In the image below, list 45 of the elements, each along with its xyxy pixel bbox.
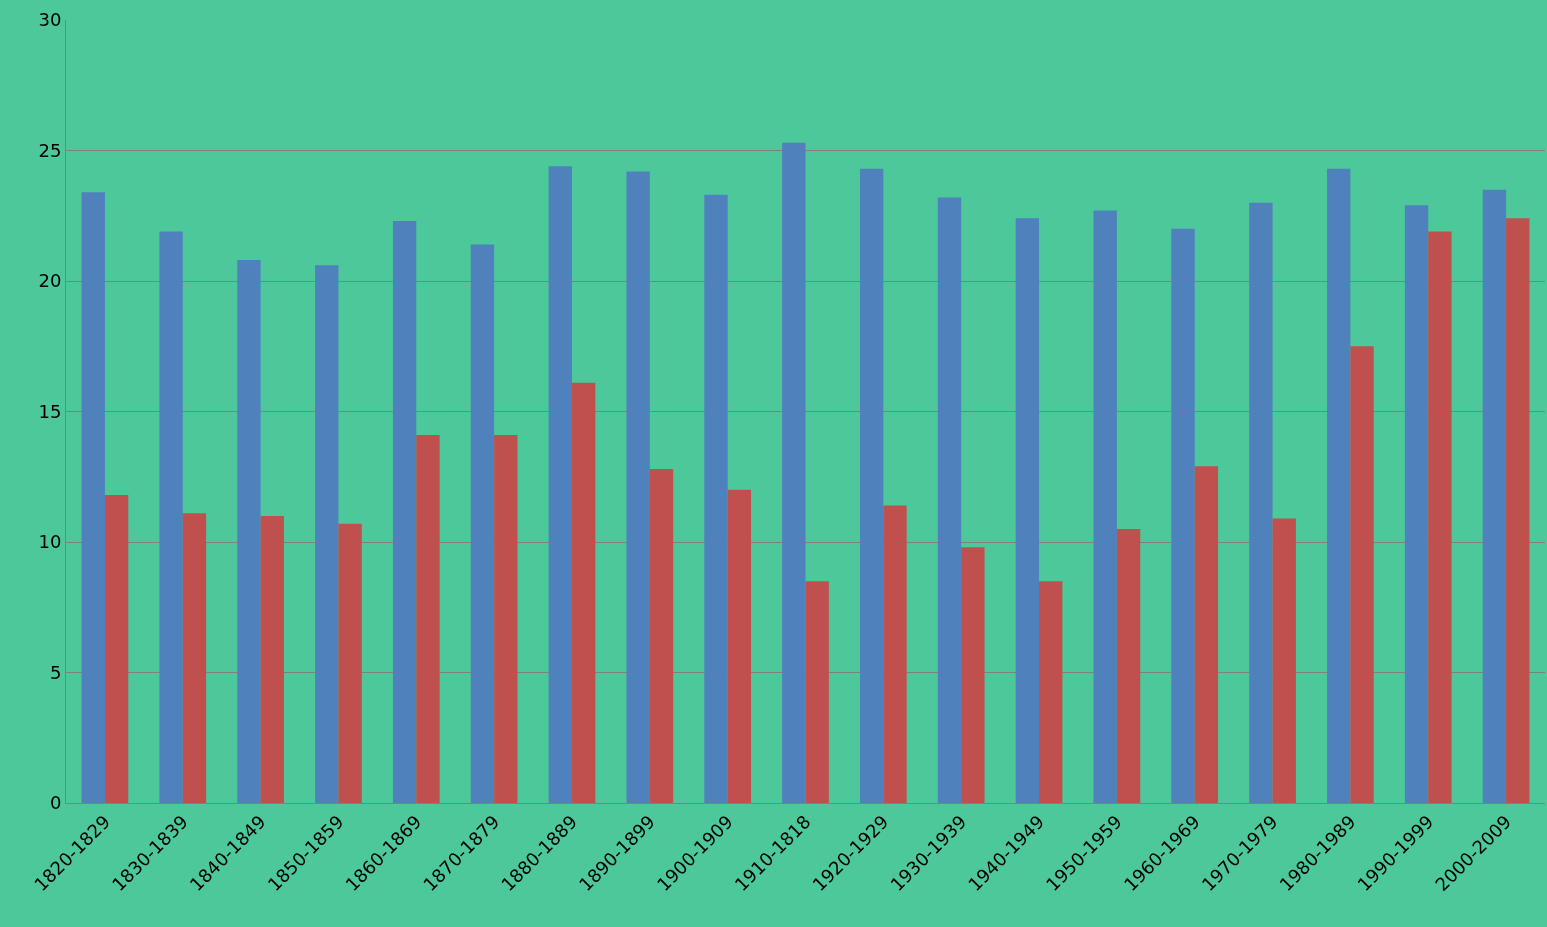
bar	[1350, 346, 1374, 803]
bar	[392, 220, 417, 803]
y-tick-label: 0	[49, 792, 62, 814]
bar	[1039, 581, 1063, 803]
bar	[961, 547, 985, 803]
bar	[315, 265, 339, 803]
bar	[1327, 168, 1351, 803]
bar	[1116, 528, 1141, 803]
bar	[237, 260, 261, 803]
bar	[81, 192, 105, 803]
bar	[937, 197, 962, 803]
bar	[159, 231, 183, 803]
bar	[805, 581, 829, 803]
bar	[727, 489, 752, 803]
y-tick-label: 15	[38, 400, 62, 422]
bar	[704, 194, 728, 803]
bar	[182, 513, 207, 803]
bar	[1249, 202, 1273, 803]
bar	[494, 434, 518, 803]
bar	[649, 468, 674, 803]
bar	[260, 515, 284, 803]
y-tick-label: 5	[49, 661, 62, 683]
bar	[104, 495, 129, 803]
bar	[1506, 218, 1530, 803]
bar	[1404, 205, 1429, 803]
bar	[626, 171, 650, 803]
y-tick-label: 25	[38, 139, 62, 161]
bar	[1171, 228, 1195, 803]
bar	[470, 244, 495, 803]
bar	[1015, 218, 1040, 803]
bar	[548, 166, 572, 803]
y-tick-label: 20	[38, 270, 62, 292]
bar	[1428, 231, 1452, 803]
bar	[338, 523, 362, 803]
bar	[571, 382, 596, 803]
bar	[883, 505, 907, 803]
bar	[859, 168, 884, 803]
bar	[782, 142, 806, 803]
bar	[1482, 189, 1507, 803]
bar	[1093, 210, 1117, 803]
bar	[416, 434, 440, 803]
bar	[1194, 466, 1219, 803]
y-tick-label: 10	[38, 531, 62, 553]
bar	[1272, 518, 1296, 803]
y-tick-label: 30	[38, 9, 62, 31]
